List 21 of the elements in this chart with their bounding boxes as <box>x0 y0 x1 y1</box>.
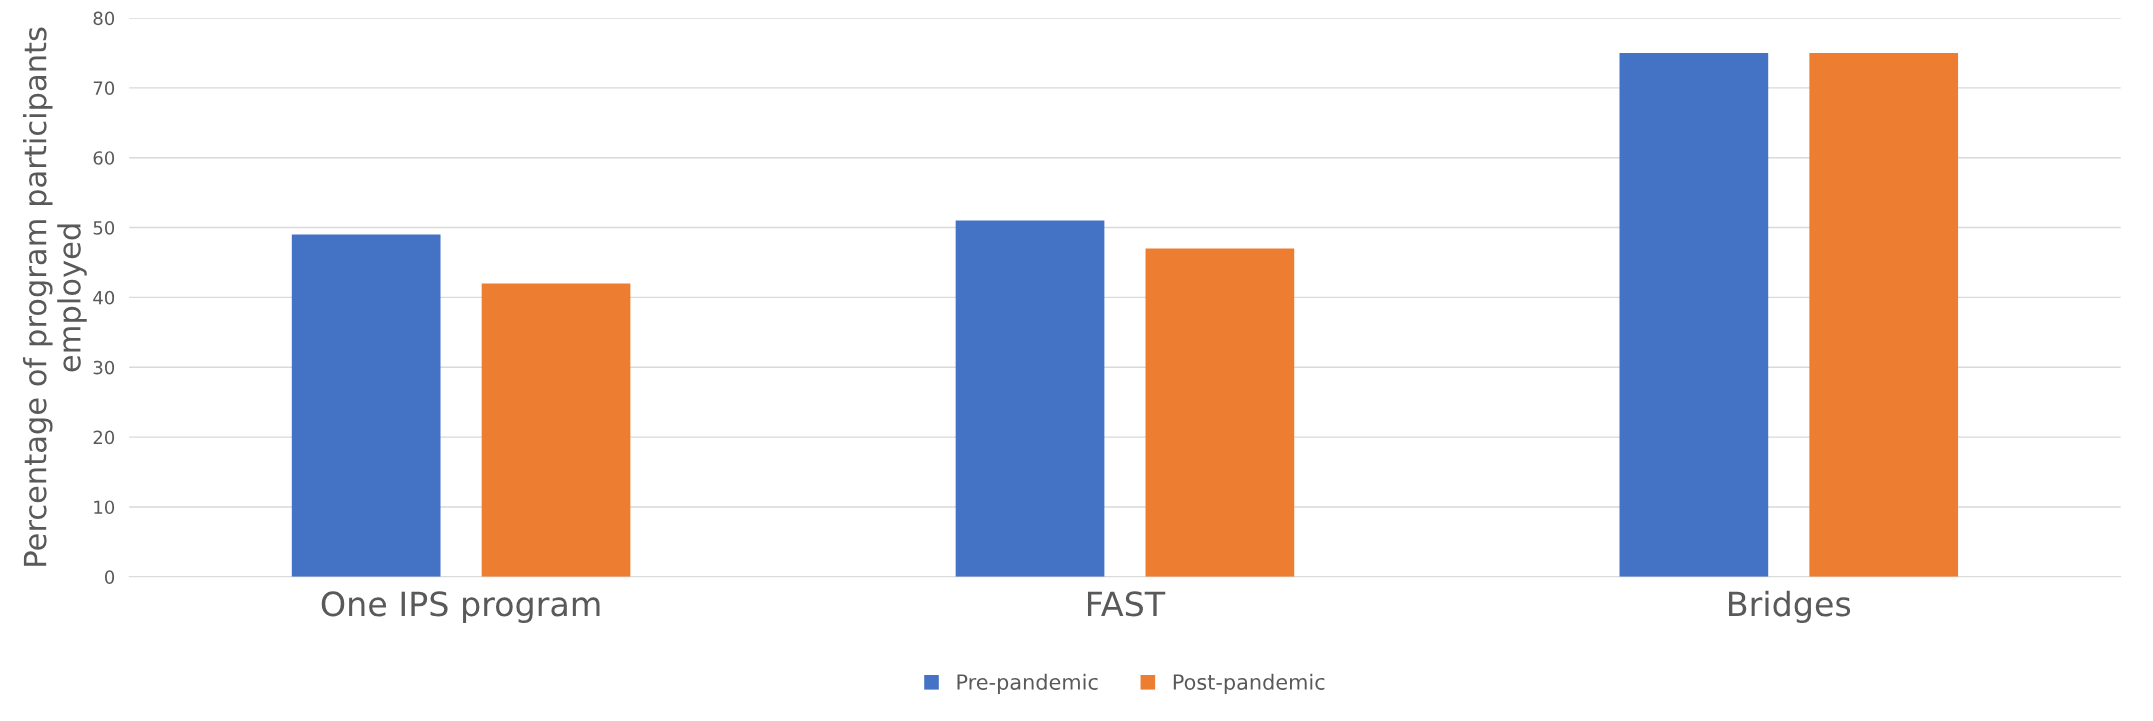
y-tick-label: 80 <box>93 11 115 26</box>
y-tick-label: 40 <box>93 290 115 305</box>
y-tick-label: 20 <box>93 430 115 445</box>
bar <box>481 283 631 577</box>
bar <box>291 234 441 577</box>
legend-label: Post-pandemic <box>1173 673 1325 694</box>
y-axis-title: Percentage of program participants employed <box>22 27 87 566</box>
x-tick-label: One IPS program <box>321 591 600 623</box>
y-tick-label: 70 <box>93 81 115 95</box>
y-tick-label: 50 <box>93 221 115 235</box>
bar <box>1145 248 1295 577</box>
bar <box>1809 52 1959 577</box>
x-tick-label: Bridges <box>1729 590 1851 623</box>
y-tick-label: 60 <box>93 151 115 165</box>
bar <box>1619 52 1769 577</box>
x-tick-label: FAST <box>1087 591 1166 617</box>
legend-label: Pre-pandemic <box>957 673 1098 694</box>
y-tick-label: 30 <box>93 360 115 375</box>
y-tick-label: 10 <box>94 500 115 515</box>
y-tick-label: 0 <box>104 570 115 584</box>
bar <box>955 220 1105 577</box>
